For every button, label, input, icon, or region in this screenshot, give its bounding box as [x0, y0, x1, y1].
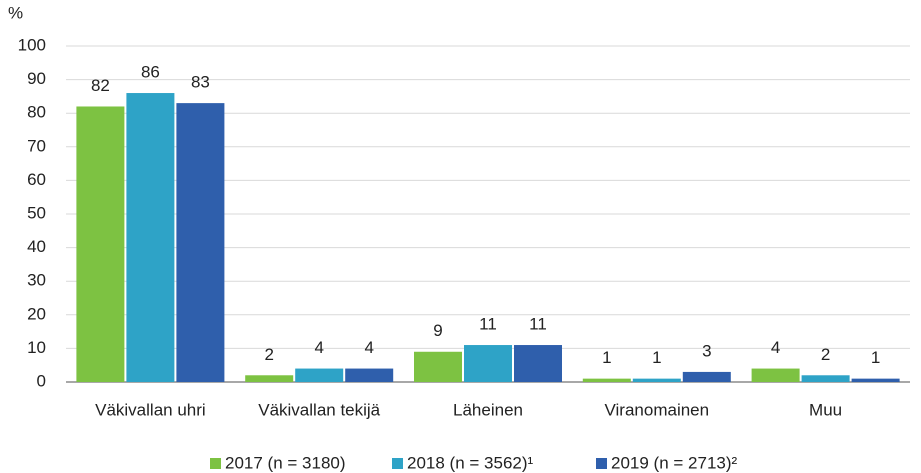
y-axis-label: %	[8, 3, 23, 22]
bar	[414, 351, 462, 382]
x-tick-label: Väkivallan tekijä	[258, 400, 380, 419]
x-tick-label: Läheinen	[453, 400, 523, 419]
x-tick-label: Muu	[809, 400, 842, 419]
data-label: 4	[771, 338, 780, 357]
data-label: 9	[433, 321, 442, 340]
y-tick-label: 50	[27, 203, 46, 222]
y-tick-label: 90	[27, 69, 46, 88]
data-label: 1	[602, 348, 611, 367]
data-label: 11	[529, 315, 547, 334]
bar	[126, 93, 175, 382]
data-label: 3	[702, 341, 711, 360]
data-label: 86	[141, 63, 160, 82]
bar	[582, 378, 631, 382]
legend-label: 2019 (n = 2713)²	[611, 453, 738, 472]
y-tick-label: 60	[27, 170, 46, 189]
data-label: 2	[821, 345, 830, 364]
y-tick-label: 0	[37, 371, 46, 390]
y-tick-label: 20	[27, 304, 46, 323]
x-tick-label: Viranomainen	[605, 400, 710, 419]
data-label: 1	[871, 348, 880, 367]
data-label: 83	[191, 73, 210, 92]
bar	[245, 375, 294, 382]
bar	[751, 368, 800, 382]
y-tick-label: 100	[18, 35, 46, 54]
bar	[76, 106, 125, 382]
y-tick-label: 10	[27, 338, 46, 357]
bar	[514, 345, 562, 382]
legend-swatch	[210, 458, 221, 469]
bar	[295, 368, 344, 382]
y-tick-label: 30	[27, 271, 46, 290]
bar	[801, 375, 850, 382]
data-label: 11	[479, 315, 497, 334]
bar	[464, 345, 512, 382]
legend-label: 2018 (n = 3562)¹	[407, 453, 534, 472]
data-label: 4	[314, 338, 323, 357]
data-label: 2	[264, 345, 273, 364]
y-tick-label: 70	[27, 136, 46, 155]
bar	[176, 103, 225, 383]
data-label: 4	[364, 338, 373, 357]
legend-swatch	[596, 458, 607, 469]
y-tick-label: 40	[27, 237, 46, 256]
legend-label: 2017 (n = 3180)	[225, 453, 346, 472]
bar	[682, 371, 731, 382]
bar	[345, 368, 394, 382]
x-tick-label: Väkivallan uhri	[95, 400, 206, 419]
y-tick-label: 80	[27, 103, 46, 122]
legend-swatch	[392, 458, 403, 469]
data-label: 82	[91, 76, 110, 95]
bar	[632, 378, 681, 382]
data-label: 1	[652, 348, 661, 367]
bar	[851, 378, 900, 382]
